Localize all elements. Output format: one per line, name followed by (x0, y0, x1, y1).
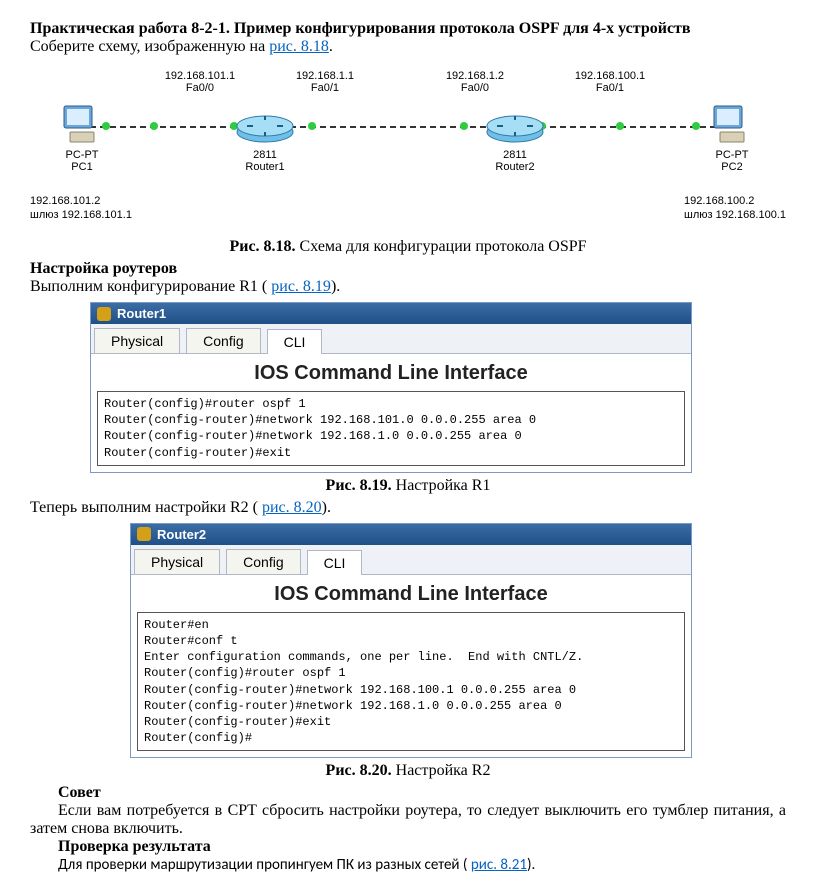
link-dot (692, 122, 700, 130)
link-fig-820[interactable]: рис. 8.20 (262, 499, 322, 516)
link-dot (150, 122, 158, 130)
router1-tabs: Physical Config CLI (91, 324, 691, 354)
pc2-type: PC-PT (710, 149, 754, 161)
r1-host: Router1 (235, 161, 295, 173)
router2-titlebar: Router2 (131, 524, 691, 545)
cfg-r1-line: Выполним конфигурирование R1 ( рис. 8.19… (30, 278, 786, 296)
tab-config[interactable]: Config (226, 549, 300, 574)
device-router1: 2811 Router1 (235, 110, 295, 173)
link-dot (308, 122, 316, 130)
router-icon (235, 110, 295, 146)
router1-titlebar: Router1 (91, 303, 691, 324)
intro-text: Соберите схему, изображенную на (30, 38, 269, 55)
tab-cli[interactable]: CLI (307, 550, 363, 575)
tab-config[interactable]: Config (186, 328, 260, 353)
router1-cli[interactable]: Router(config)#router ospf 1 Router(conf… (97, 391, 685, 466)
check-after: ). (527, 856, 535, 874)
pc-icon (710, 102, 754, 146)
cfg-r1-text: Выполним конфигурирование R1 ( (30, 278, 271, 295)
tab-physical[interactable]: Physical (134, 549, 220, 574)
router2-tabs: Physical Config CLI (131, 545, 691, 575)
router-icon (485, 110, 545, 146)
link-dot (460, 122, 468, 130)
cfg-r2-text: Теперь выполним настройки R2 ( (30, 499, 262, 516)
cfg-r2-line: Теперь выполним настройки R2 ( рис. 8.20… (30, 499, 786, 517)
router1-title: Router1 (117, 306, 166, 321)
tab-physical[interactable]: Physical (94, 328, 180, 353)
device-router2: 2811 Router2 (485, 110, 545, 173)
device-pc2: PC-PT PC2 (710, 102, 754, 173)
fig818-text: Схема для конфигурации протокола OSPF (300, 238, 587, 255)
link-fig-819[interactable]: рис. 8.19 (271, 278, 331, 295)
fig-820-caption: Рис. 8.20. Настройка R2 (30, 762, 786, 780)
page-title: Практическая работа 8-2-1. Пример конфиг… (30, 20, 786, 38)
gear-icon (137, 527, 151, 541)
ios-header: IOS Command Line Interface (91, 354, 691, 391)
router2-title: Router2 (157, 527, 206, 542)
fig820-bold: Рис. 8.20. (326, 762, 396, 779)
cfg-r1-after: ). (331, 278, 340, 295)
network-diagram: PC-PT PC1 2811 Router1 2811 Router2 PC-P… (30, 64, 786, 234)
check-text: Для проверки маршрутизации пропингуем ПК… (58, 856, 471, 874)
pc-icon (60, 102, 104, 146)
r2-type: 2811 (485, 149, 545, 161)
fig819-bold: Рис. 8.19. (326, 477, 396, 494)
title-bold: Практическая работа 8-2-1. Пример конфиг… (30, 20, 691, 37)
intro-line: Соберите схему, изображенную на рис. 8.1… (30, 38, 786, 56)
device-pc1: PC-PT PC1 (60, 102, 104, 173)
if-label: 192.168.100.1Fa0/1 (560, 70, 660, 94)
fig-819-caption: Рис. 8.19. Настройка R1 (30, 477, 786, 495)
link-dot (616, 122, 624, 130)
heading-check: Проверка результата (30, 838, 786, 856)
intro-after: . (329, 38, 333, 55)
if-label: 192.168.1.2Fa0/0 (430, 70, 520, 94)
r1-type: 2811 (235, 149, 295, 161)
pc1-type: PC-PT (60, 149, 104, 161)
gear-icon (97, 307, 111, 321)
check-line: Для проверки маршрутизации пропингуем ПК… (30, 856, 786, 874)
router2-cli[interactable]: Router#en Router#conf t Enter configurat… (137, 612, 685, 752)
link-fig-821[interactable]: рис. 8.21 (471, 856, 527, 874)
cfg-r2-after: ). (322, 499, 331, 516)
heading-tip: Совет (30, 784, 786, 802)
link-fig-818[interactable]: рис. 8.18 (269, 38, 329, 55)
link-line (90, 126, 726, 128)
pc2-host: PC2 (710, 161, 754, 173)
fig818-bold: Рис. 8.18. (229, 238, 299, 255)
heading-routers: Настройка роутеров (30, 260, 786, 278)
if-label: 192.168.101.1Fa0/0 (150, 70, 250, 94)
if-label: 192.168.1.1Fa0/1 (280, 70, 370, 94)
tip-text: Если вам потребуется в CPT сбросить наст… (30, 802, 786, 838)
fig819-text: Настройка R1 (396, 477, 491, 494)
pc2-gw-label: 192.168.100.2шлюз 192.168.100.1 (684, 194, 786, 223)
router2-window: Router2 Physical Config CLI IOS Command … (130, 523, 692, 759)
pc1-host: PC1 (60, 161, 104, 173)
ios-header: IOS Command Line Interface (131, 575, 691, 612)
fig820-text: Настройка R2 (396, 762, 491, 779)
tab-cli[interactable]: CLI (267, 329, 323, 354)
pc1-gw-label: 192.168.101.2шлюз 192.168.101.1 (30, 194, 132, 223)
fig-818-caption: Рис. 8.18. Схема для конфигурации проток… (30, 238, 786, 256)
router1-window: Router1 Physical Config CLI IOS Command … (90, 302, 692, 473)
r2-host: Router2 (485, 161, 545, 173)
